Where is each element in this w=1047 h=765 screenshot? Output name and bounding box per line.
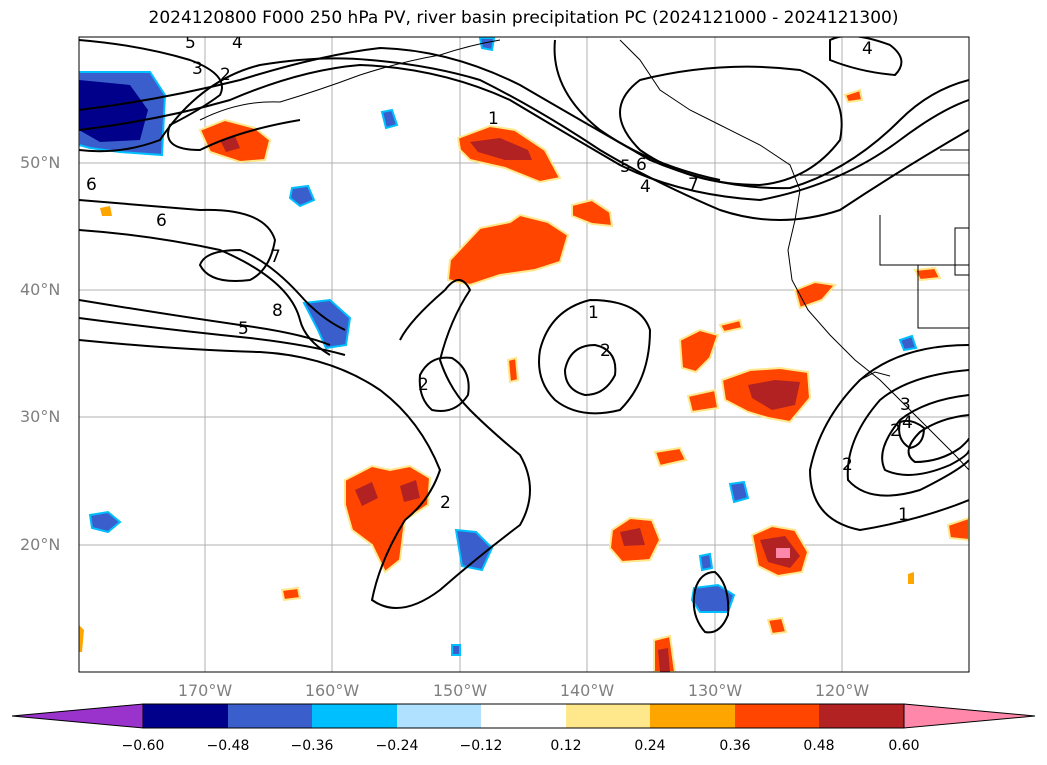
contour-label: 5 (238, 319, 249, 339)
negative-precip-areas (79, 37, 918, 656)
colorbar-tick: 0.60 (888, 738, 920, 754)
contour-label: 5 (185, 33, 196, 53)
contour-label: 2 (220, 65, 231, 85)
colorbar-extend-high (903, 703, 1036, 729)
contour-label: 1 (588, 303, 599, 323)
contour-label: 2 (440, 493, 451, 513)
contour-label: 4 (902, 413, 913, 433)
map-title: 2024120800 F000 250 hPa PV, river basin … (148, 8, 899, 28)
lat-label: 20°N (20, 535, 61, 554)
colorbar-tick: 0.48 (803, 738, 835, 754)
contour-label: 8 (272, 301, 283, 321)
colorbar (11, 703, 1036, 729)
neg-area-core (79, 80, 148, 142)
contour-label: 4 (640, 177, 651, 197)
lat-label: 40°N (20, 280, 61, 299)
contour-label: 2 (418, 375, 429, 395)
colorbar-tick: −0.60 (121, 738, 165, 754)
lat-label: 30°N (20, 407, 61, 426)
coastlines (199, 39, 969, 471)
contour-label: 2 (842, 455, 853, 475)
colorbar-tick: −0.36 (290, 738, 334, 754)
lon-label: 130°W (687, 681, 743, 700)
lon-label: 160°W (304, 681, 360, 700)
contour-label: 6 (636, 155, 647, 175)
contour-label: 7 (688, 175, 699, 195)
colorbar-tick: −0.48 (206, 738, 250, 754)
colorbar-extend-low (11, 703, 144, 729)
lon-label: 140°W (559, 681, 615, 700)
colorbar-tick: 0.12 (550, 738, 582, 754)
map-frame (78, 36, 970, 673)
contour-label: 7 (270, 247, 281, 267)
contour-label: 2 (890, 421, 901, 441)
colorbar-tick: 0.24 (634, 738, 666, 754)
contour-label: 2 (600, 341, 611, 361)
lat-label: 50°N (20, 153, 61, 172)
contour-label: 1 (488, 109, 499, 129)
contour-label: 4 (232, 33, 243, 53)
contour-label: 6 (156, 211, 167, 231)
colorbar-tick: 0.36 (719, 738, 751, 754)
colorbar-tick: −0.12 (459, 738, 503, 754)
lon-label: 150°W (432, 681, 488, 700)
pv-contours (79, 37, 969, 634)
contour-label: 3 (192, 59, 203, 79)
contour-label: 5 (620, 157, 631, 177)
lon-label: 170°W (177, 681, 233, 700)
contour-labels: 5 4 3 2 6 6 7 8 5 1 5 6 4 7 4 1 2 2 2 2 … (86, 33, 913, 525)
contour-label: 3 (900, 395, 911, 415)
contour-label: 6 (86, 175, 97, 195)
lon-label: 120°W (814, 681, 870, 700)
colorbar-tick: −0.24 (375, 738, 419, 754)
contour-label: 4 (862, 39, 873, 59)
contour-label: 1 (898, 505, 909, 525)
